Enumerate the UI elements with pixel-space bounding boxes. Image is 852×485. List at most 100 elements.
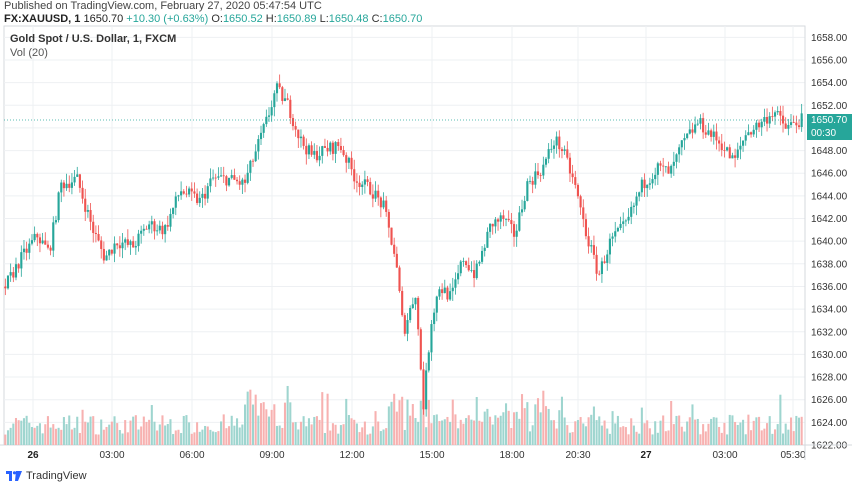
volume-bar	[70, 429, 73, 445]
candle-body	[504, 218, 508, 220]
volume-bar	[137, 429, 140, 445]
candle-body	[555, 136, 558, 146]
volume-bar	[592, 406, 595, 445]
candle-body	[262, 124, 265, 133]
ohlc-bar: FX:XAUUSD, 1 1650.70 +10.30 (+0.63%) O:1…	[4, 13, 422, 25]
candle-body	[371, 194, 374, 199]
volume-bar	[244, 404, 247, 445]
volume-bar	[204, 425, 207, 445]
candle-body	[140, 230, 143, 234]
volume-bar	[640, 407, 643, 445]
volume-bar	[560, 396, 563, 445]
volume-bar	[728, 414, 731, 445]
candle-body	[28, 243, 31, 253]
volume-bar	[318, 419, 321, 445]
candle-body	[190, 188, 193, 192]
candle-body	[323, 146, 326, 148]
candle-body	[499, 215, 502, 222]
candle-body	[172, 207, 175, 214]
candle-body	[105, 255, 108, 261]
volume-bar	[100, 419, 103, 445]
candle-body	[347, 157, 350, 163]
volume-bar	[297, 429, 300, 445]
candle-body	[134, 246, 137, 248]
volume-bar	[140, 426, 143, 445]
x-tick-label: 06:00	[179, 450, 204, 461]
candle-body	[4, 286, 7, 289]
volume-bar	[651, 434, 654, 445]
candle-body	[227, 177, 231, 186]
last-price-tag: 1650.70	[807, 113, 852, 127]
volume-bar	[789, 417, 793, 445]
candle-body	[510, 220, 513, 225]
x-tick-label: 09:00	[259, 450, 284, 461]
candle-body	[38, 237, 42, 244]
candle-body	[265, 116, 268, 125]
y-tick-label: 1626.00	[811, 395, 848, 406]
candle-body	[800, 113, 803, 127]
volume-bar	[275, 425, 279, 445]
candle-body	[534, 171, 537, 185]
candle-body	[89, 210, 92, 222]
candle-body	[254, 151, 257, 162]
candle-body	[142, 228, 145, 231]
volume-bar	[347, 415, 350, 445]
volume-bar	[150, 405, 153, 445]
tradingview-logo-icon	[6, 471, 22, 481]
candle-body	[683, 138, 686, 141]
candle-body	[148, 224, 151, 230]
y-tick-label: 1622.00	[811, 441, 848, 452]
y-tick-label: 1638.00	[811, 259, 848, 270]
candle-body	[715, 131, 718, 141]
volume-bar	[715, 417, 718, 445]
symbol-label: FX:XAUUSD, 1	[4, 13, 81, 25]
volume-bar	[675, 415, 678, 445]
candle-body	[694, 124, 697, 133]
volume-bar	[707, 423, 710, 445]
candle-body	[283, 98, 287, 101]
volume-bar	[579, 417, 582, 445]
volume-bar	[337, 433, 340, 445]
volume-bar	[646, 420, 649, 445]
volume-bar	[667, 430, 670, 445]
candle-body	[473, 270, 476, 279]
volume-bar	[241, 424, 244, 445]
volume-bar	[17, 420, 20, 445]
change-value: +10.30 (+0.63%)	[126, 13, 209, 25]
volume-bar	[435, 414, 438, 445]
volume-bar	[180, 433, 183, 445]
volume-bar	[278, 425, 281, 445]
volume-bar	[76, 416, 79, 445]
candle-body	[515, 230, 518, 237]
candle-body	[233, 175, 236, 180]
volume-bar	[515, 411, 518, 445]
volume-bar	[774, 429, 777, 445]
candle-body	[209, 178, 212, 187]
volume-bar	[406, 399, 409, 445]
candle-body	[206, 186, 209, 199]
candle-body	[137, 233, 140, 247]
candle-body	[198, 197, 201, 203]
volume-bar	[395, 411, 398, 445]
volume-bar	[552, 420, 556, 445]
volume-bar	[78, 432, 81, 445]
volume-bar	[414, 418, 417, 445]
candle-body	[699, 118, 702, 124]
candle-body	[491, 223, 494, 227]
candle-body	[736, 149, 739, 158]
candle-body	[779, 110, 782, 116]
candle-body	[169, 213, 172, 227]
tradingview-logo[interactable]: TradingView	[6, 470, 87, 482]
candle-body	[752, 129, 755, 135]
candle-body	[382, 200, 385, 208]
volume-bar	[124, 420, 127, 445]
volume-bar	[321, 392, 324, 445]
volume-bar	[451, 399, 454, 445]
candle-body	[361, 184, 364, 187]
candle-body	[129, 241, 132, 245]
candle-body	[688, 129, 691, 134]
candle-body	[225, 176, 228, 186]
volume-bar	[528, 431, 532, 445]
candle-body	[46, 244, 50, 248]
